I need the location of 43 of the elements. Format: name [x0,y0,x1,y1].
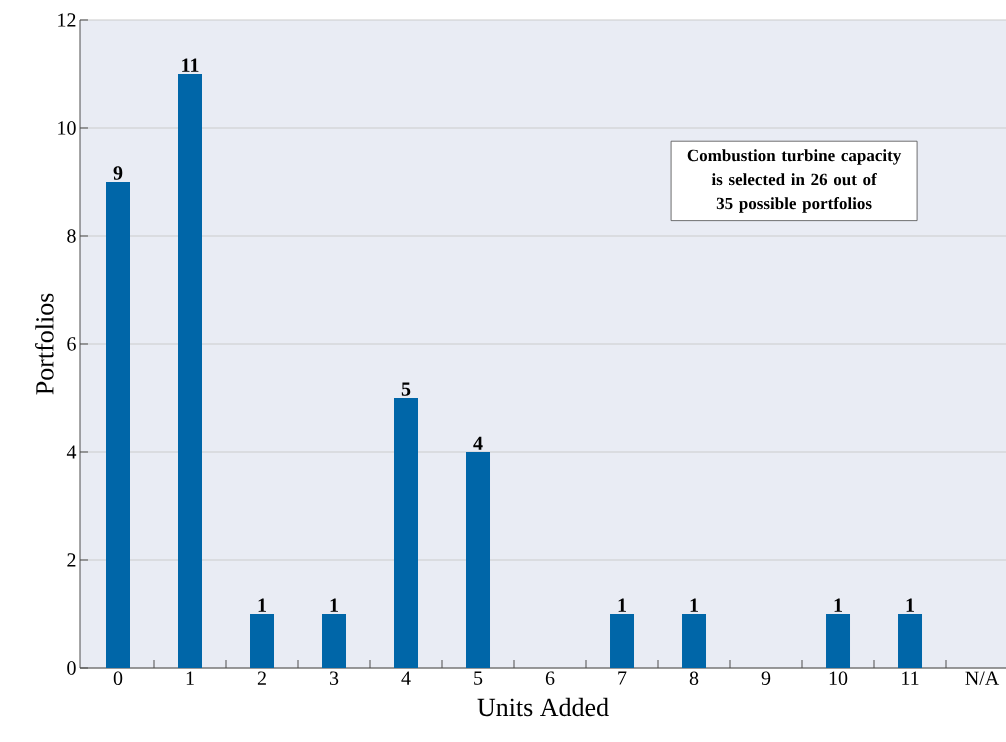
data-label: 1 [690,598,698,612]
y-tick-label: 8 [67,229,76,243]
data-label: 1 [618,598,626,612]
y-tick-label: 12 [58,13,76,27]
x-tick-label: 9 [761,671,771,685]
x-tick-label: 7 [618,671,627,685]
data-label: 1 [834,598,842,612]
x-tick-label: 3 [329,671,339,685]
data-label: 5 [401,382,411,396]
y-tick-label: 6 [67,337,76,351]
data-label: 9 [113,166,123,180]
x-axis-title: Units Added [477,697,609,717]
bar [466,452,490,668]
x-tick-label: N/A [965,671,1000,685]
x-tick-label: 8 [689,671,699,686]
bar [610,614,635,668]
x-tick-label: 6 [545,671,555,685]
data-label: 1 [258,598,266,612]
bar [826,614,851,668]
bar [322,614,346,668]
x-tick-label: 1 [186,671,194,685]
bar [394,398,418,668]
y-axis-title: Portfolios [35,293,54,395]
data-label: 11 [182,58,199,72]
annotation: Combustion turbine capacity is selected in 26 out of 35 possible portfolios [687,149,902,213]
y-tick-label: 2 [67,553,76,567]
bar [106,181,130,668]
data-label: 4 [473,436,483,450]
x-tick-label: 10 [829,671,848,686]
y-tick-label: 10 [58,121,76,135]
bar [178,73,202,668]
data-label: 1 [330,598,338,612]
bar [898,614,923,668]
x-tick-label: 0 [113,671,123,686]
x-tick-label: 2 [257,671,266,685]
y-tick-label: 4 [66,445,77,459]
y-tick-label: 0 [67,661,76,675]
x-tick-label: 5 [474,671,483,685]
x-tick-label: 11 [902,671,919,685]
x-tick-label: 4 [401,671,411,685]
bar [250,614,274,668]
bar [682,614,707,668]
data-label: 1 [906,598,914,612]
